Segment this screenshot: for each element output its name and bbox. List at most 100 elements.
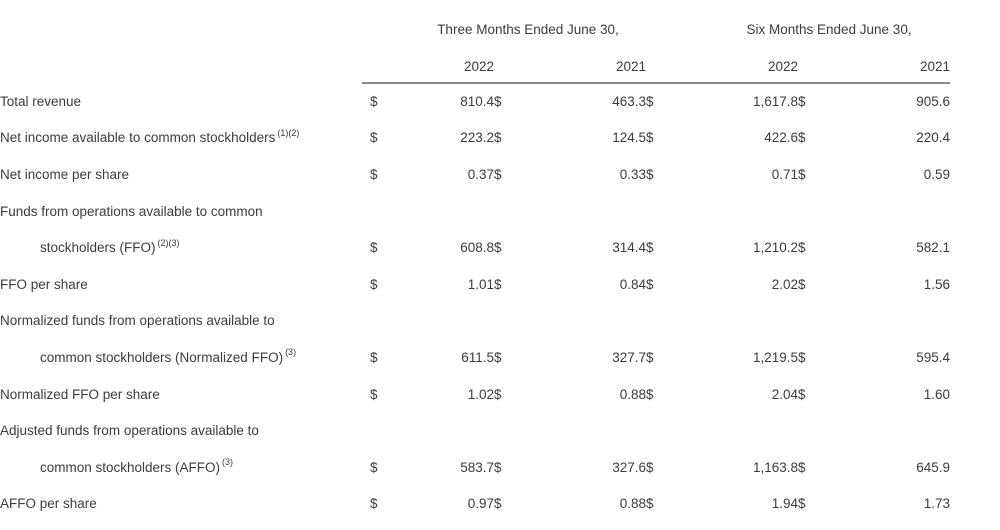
currency-symbol: $	[370, 240, 378, 256]
value-cell: 1,219.5	[752, 349, 798, 365]
value-cell	[410, 193, 494, 230]
table-row: Net income per share $0.37 $0.33 $0.71 $0.59	[0, 156, 950, 193]
currency-symbol: $	[494, 349, 502, 365]
value-cell: 0.88	[619, 386, 646, 402]
value-cell: 582.1	[916, 240, 951, 256]
currency-symbol: $	[646, 496, 654, 512]
currency-symbol	[798, 412, 867, 449]
value-cell: 611.5	[461, 349, 494, 365]
value-cell: 645.9	[916, 459, 951, 475]
value-cell: 1.56	[923, 276, 951, 292]
currency-symbol: $	[646, 94, 654, 110]
row-label: Funds from operations available to commo…	[0, 203, 263, 219]
value-cell: 223.2	[460, 130, 494, 146]
year-header: 2022	[410, 47, 494, 84]
value-cell: 595.4	[916, 349, 951, 365]
currency-symbol: $	[494, 496, 502, 512]
value-cell	[867, 193, 950, 230]
currency-symbol	[646, 412, 715, 449]
currency-symbol: $	[646, 166, 654, 182]
value-cell: 905.6	[916, 94, 951, 110]
value-cell	[563, 303, 646, 340]
table-row: FFO per share $1.01 $0.84 $2.02 $1.56	[0, 266, 950, 303]
table-row: Normalized FFO per share $1.02 $0.88 $2.04 $…	[0, 376, 950, 413]
table-row: Adjusted funds from operations available…	[0, 412, 950, 449]
value-cell: 1.02	[467, 386, 494, 402]
currency-symbol: $	[646, 240, 654, 256]
currency-symbol	[798, 193, 867, 230]
value-cell: 1,210.2	[752, 240, 798, 256]
currency-symbol	[494, 412, 563, 449]
value-cell: 314.4	[612, 240, 646, 256]
year-header: 2022	[715, 47, 798, 84]
table-row: common stockholders (Normalized FFO) (3) $…	[0, 339, 950, 376]
currency-symbol: $	[370, 386, 378, 402]
currency-symbol: $	[370, 276, 378, 292]
currency-symbol: $	[646, 349, 654, 365]
value-cell: 463.3	[612, 94, 646, 110]
value-cell	[867, 303, 950, 340]
currency-symbol: $	[798, 94, 806, 110]
currency-symbol: $	[494, 276, 502, 292]
footnote-reference: (2)(3)	[157, 237, 180, 248]
table-row: Normalized funds from operations availab…	[0, 303, 950, 340]
currency-symbol: $	[370, 496, 378, 512]
currency-symbol: $	[798, 130, 806, 146]
value-cell: 1,163.8	[752, 459, 798, 475]
value-cell: 1.94	[771, 496, 798, 512]
currency-symbol: $	[798, 166, 806, 182]
header-spacer	[362, 47, 410, 84]
row-label: Total revenue	[0, 93, 82, 109]
value-cell: 0.97	[467, 496, 494, 512]
value-cell	[410, 303, 494, 340]
currency-symbol	[362, 303, 410, 340]
footnote-reference: (1)(2)	[277, 127, 300, 138]
value-cell: 1,617.8	[752, 94, 798, 110]
currency-symbol: $	[646, 386, 654, 402]
table-body: Total revenue $810.4 $463.3 $1,617.8 $905.6 N…	[0, 83, 950, 522]
currency-symbol: $	[494, 94, 502, 110]
header-spacer	[494, 47, 563, 84]
currency-symbol: $	[646, 130, 654, 146]
currency-symbol: $	[370, 166, 378, 182]
table-row: Funds from operations available to commo…	[0, 193, 950, 230]
year-header: 2021	[563, 47, 646, 84]
year-header: 2021	[867, 47, 951, 84]
row-label: Net income per share	[0, 166, 130, 182]
table-row: common stockholders (AFFO) (3) $583.7 $327.…	[0, 449, 950, 486]
row-label: common stockholders (AFFO) (3)	[40, 457, 234, 475]
header-spacer	[0, 0, 362, 47]
value-cell	[715, 303, 798, 340]
currency-symbol: $	[646, 276, 654, 292]
currency-symbol	[646, 303, 715, 340]
currency-symbol: $	[798, 349, 806, 365]
value-cell: 422.6	[764, 130, 798, 146]
value-cell: 0.37	[467, 166, 494, 182]
currency-symbol	[362, 412, 410, 449]
currency-symbol: $	[798, 276, 806, 292]
value-cell: 0.84	[619, 276, 646, 292]
table-row: Net income available to common stockhold…	[0, 120, 950, 157]
currency-symbol: $	[370, 459, 378, 475]
currency-symbol: $	[494, 459, 502, 475]
value-cell: 1.01	[467, 276, 494, 292]
row-label: Normalized FFO per share	[0, 386, 160, 402]
value-cell: 2.04	[771, 386, 798, 402]
currency-symbol: $	[494, 386, 502, 402]
value-cell: 0.71	[771, 166, 798, 182]
period-header-six-months: Six Months Ended June 30,	[746, 22, 912, 37]
header-spacer	[646, 47, 715, 84]
table-row: Total revenue $810.4 $463.3 $1,617.8 $905.6	[0, 83, 950, 120]
currency-symbol: $	[798, 386, 806, 402]
period-header-three-months: Three Months Ended June 30,	[437, 22, 619, 37]
value-cell: 327.6	[612, 459, 646, 475]
header-spacer	[798, 47, 867, 84]
currency-symbol	[646, 193, 715, 230]
table-row: stockholders (FFO) (2)(3) $608.8 $314.4 $1,2…	[0, 229, 950, 266]
currency-symbol	[494, 303, 563, 340]
value-cell: 0.33	[619, 166, 646, 182]
row-label: AFFO per share	[0, 496, 97, 512]
row-label: common stockholders (Normalized FFO) (3)	[40, 347, 297, 365]
currency-symbol: $	[646, 459, 654, 475]
row-label: FFO per share	[0, 276, 88, 292]
